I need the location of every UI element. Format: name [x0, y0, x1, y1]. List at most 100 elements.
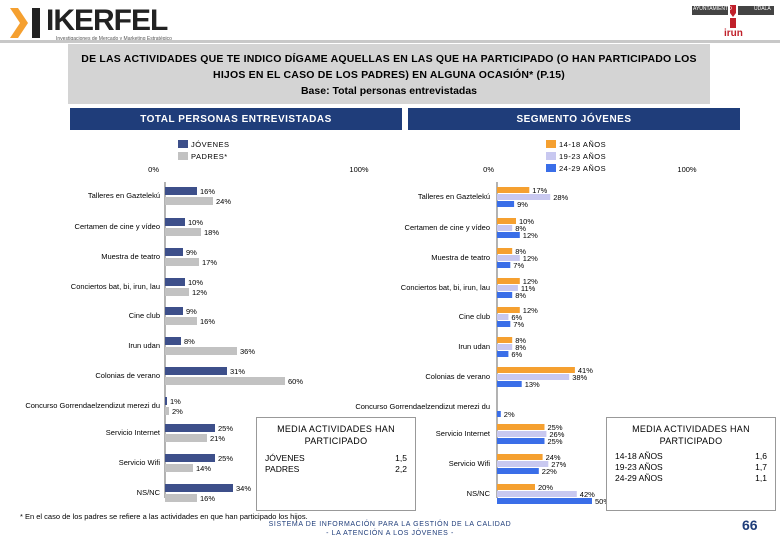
data-label: 60%: [288, 377, 303, 386]
source-credit: SISTEMA DE INFORMACIÓN PARA LA GESTIÓN D…: [230, 520, 550, 538]
bar: [497, 292, 513, 298]
data-label: 13%: [525, 380, 540, 389]
crest-label-left: AYUNTAMIENTO: [693, 6, 732, 12]
category-label: Colonias de verano: [425, 372, 490, 381]
data-label: 14%: [196, 464, 211, 473]
data-label: 16%: [200, 317, 215, 326]
data-label: 2%: [172, 407, 183, 416]
data-label: 10%: [188, 218, 203, 227]
data-label: 10%: [188, 278, 203, 287]
bar: [497, 461, 549, 467]
data-label: 8%: [515, 291, 526, 300]
question-box: DE LAS ACTIVIDADES QUE TE INDICO DÍGAME …: [68, 44, 710, 104]
bar: [165, 228, 201, 236]
category-label: Servicio Wifi: [449, 459, 491, 468]
category-label: Certamen de cine y vídeo: [75, 222, 160, 231]
data-label: 12%: [192, 288, 207, 297]
header-divider: [0, 40, 780, 43]
data-label: 38%: [572, 373, 587, 382]
bar: [165, 187, 197, 195]
media-label: 24-29 AÑOS: [615, 473, 663, 483]
data-label: 7%: [513, 320, 524, 329]
bar: [497, 232, 520, 238]
data-label: 7%: [513, 261, 524, 270]
bar: [497, 454, 543, 460]
media-total-row: JÓVENES 1,5: [257, 453, 415, 464]
bar: [497, 201, 515, 207]
data-label: 50%: [595, 497, 610, 506]
media-label: 14-18 AÑOS: [615, 451, 663, 461]
brand-name: IKERFEL: [46, 4, 168, 37]
category-label: Servicio Internet: [436, 429, 491, 438]
bar: [497, 321, 511, 327]
bar: [165, 197, 213, 205]
legend-label: JÓVENES: [191, 140, 230, 149]
bar: [497, 367, 575, 373]
data-label: 26%: [549, 430, 564, 439]
data-label: 12%: [523, 231, 538, 240]
category-label: Concurso Gorrendaelzendizut merezi du: [25, 401, 160, 410]
page-number: 66: [742, 517, 758, 533]
bar: [497, 411, 501, 417]
data-label: 31%: [230, 367, 245, 376]
data-label: 20%: [538, 483, 553, 492]
data-label: 34%: [236, 484, 251, 493]
bar: [165, 377, 285, 385]
category-label: Talleres en Gaztelekú: [88, 191, 160, 200]
data-label: 8%: [515, 224, 526, 233]
data-label: 10%: [519, 217, 534, 226]
source-line-1: SISTEMA DE INFORMACIÓN PARA LA GESTIÓN D…: [268, 521, 512, 528]
legend-label: 24-29 AÑOS: [559, 164, 606, 173]
data-label: 12%: [523, 306, 538, 315]
data-label: 2%: [504, 410, 515, 419]
media-young-row: 14-18 AÑOS 1,6: [607, 451, 775, 462]
bar: [497, 381, 522, 387]
media-value: 1,6: [755, 451, 767, 461]
category-label: Colonias de verano: [95, 371, 160, 380]
bar: [497, 344, 513, 350]
bar: [165, 258, 199, 266]
bar: [497, 374, 570, 380]
footnote: * En el caso de los padres se refiere a …: [20, 512, 308, 521]
axis-tick-label: 0%: [483, 165, 494, 174]
bar: [165, 278, 185, 286]
question-base: Base: Total personas entrevistadas: [300, 85, 478, 97]
bar: [165, 484, 233, 492]
question-line-2: HIJOS EN EL CASO DE LOS PADRES) EN ALGUN…: [213, 69, 565, 81]
data-label: 8%: [515, 343, 526, 352]
media-total-box: MEDIA ACTIVIDADES HAN PARTICIPADO JÓVENE…: [256, 417, 416, 511]
axis-tick-label: 0%: [148, 165, 159, 174]
data-label: 18%: [204, 228, 219, 237]
data-label: 41%: [578, 366, 593, 375]
media-value: 1,1: [755, 473, 767, 483]
bar: [497, 225, 513, 231]
bar: [497, 498, 592, 504]
question-line-1: DE LAS ACTIVIDADES QUE TE INDICO DÍGAME …: [81, 53, 697, 65]
data-label: 36%: [240, 347, 255, 356]
category-label: Irun udan: [128, 341, 160, 350]
bar: [497, 491, 577, 497]
bar: [497, 307, 520, 313]
data-label: 28%: [553, 193, 568, 202]
bar: [165, 367, 227, 375]
segment-total-header: TOTAL PERSONAS ENTREVISTADAS: [70, 108, 402, 130]
bar: [497, 337, 513, 343]
media-label: JÓVENES: [265, 453, 305, 463]
media-young-row: 24-29 AÑOS 1,1: [607, 473, 775, 484]
bar: [497, 194, 551, 200]
legend-label: 14-18 AÑOS: [559, 140, 606, 149]
data-label: 24%: [546, 453, 561, 462]
bar: [165, 397, 167, 405]
media-value: 1,5: [395, 453, 407, 463]
media-value: 2,2: [395, 464, 407, 474]
data-label: 8%: [515, 336, 526, 345]
media-young-row: 19-23 AÑOS 1,7: [607, 462, 775, 473]
data-label: 25%: [218, 454, 233, 463]
bar: [497, 431, 547, 437]
data-label: 6%: [511, 313, 522, 322]
data-label: 8%: [515, 247, 526, 256]
legend-swatch: [546, 152, 556, 160]
data-label: 16%: [200, 494, 215, 503]
brand-tagline: Investigaciones de Mercado y Marketing E…: [56, 36, 172, 42]
bar: [497, 351, 509, 357]
